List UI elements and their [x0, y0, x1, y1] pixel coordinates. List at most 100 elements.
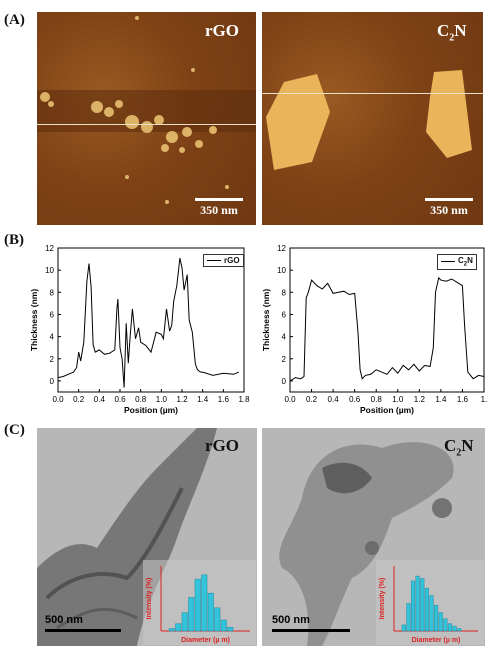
histogram-bar [201, 574, 208, 632]
histogram-bar [424, 588, 429, 632]
x-tick-label: 0.4 [328, 395, 340, 404]
histogram-bar [447, 623, 453, 632]
y-axis-label: Thickness (nm) [29, 289, 39, 352]
x-tick-label: 0.0 [52, 395, 64, 404]
y-tick-label: 4 [50, 333, 55, 342]
histogram-bar [227, 627, 234, 632]
inset-x-label: Diameter (µ m) [181, 637, 230, 644]
histogram-bar [181, 612, 188, 632]
histogram-bar [401, 624, 406, 632]
tem-image-rgo: rGO 500 nm Diameter (µ m) Intensity (%) [37, 428, 257, 646]
x-tick-label: 1.0 [156, 395, 168, 404]
y-tick-label: 2 [282, 355, 287, 364]
x-tick-label: 1.6 [457, 395, 469, 404]
c2n-tem-title: C2N [444, 436, 474, 459]
inset-y-label: Intensity (%) [379, 578, 386, 620]
y-tick-label: 0 [50, 377, 55, 386]
histogram-bar [434, 605, 439, 632]
x-tick-label: 1. [481, 395, 488, 404]
afm-image-c2n: C2N 350 nm [262, 12, 483, 225]
y-tick-label: 6 [282, 310, 287, 319]
rgo-tem-scalebar [45, 629, 121, 632]
rgo-histogram: Diameter (µ m) Intensity (%) [146, 566, 250, 644]
x-tick-label: 0.8 [135, 395, 147, 404]
histogram-bar [214, 607, 221, 632]
x-tick-label: 0.8 [371, 395, 383, 404]
y-tick-label: 2 [50, 355, 55, 364]
y-tick-label: 12 [277, 244, 286, 253]
x-tick-label: 0.6 [349, 395, 361, 404]
rgo-tem-scale-label: 500 nm [45, 614, 83, 626]
rgo-tem-flakes [37, 428, 217, 646]
histogram-bar [175, 623, 182, 632]
histogram-bar [194, 578, 201, 632]
x-tick-label: 1.6 [218, 395, 230, 404]
y-tick-label: 12 [45, 244, 54, 253]
rgo-afm-scalebar [195, 198, 243, 201]
x-tick-label: 1.2 [176, 395, 188, 404]
c2n-tem-flakes [279, 442, 454, 646]
x-tick-label: 0.2 [306, 395, 318, 404]
y-tick-label: 6 [50, 310, 55, 319]
y-tick-label: 10 [45, 266, 54, 275]
rgo-thickness-chart: 0 2 4 6 8 10 12 0.0 0.2 0.4 0.6 0.8 1.0 1.2 1.4 1.6 1.8 P… [29, 244, 250, 415]
x-tick-label: 0.2 [73, 395, 85, 404]
y-tick-label: 8 [282, 288, 287, 297]
c2n-profile-line [262, 93, 483, 94]
x-tick-label: 0.4 [94, 395, 106, 404]
c2n-afm-flakes [266, 70, 472, 170]
c2n-tem-scalebar [272, 629, 350, 632]
x-tick-label: 1.4 [435, 395, 447, 404]
y-tick-label: 0 [282, 377, 287, 386]
c2n-afm-title: C2N [437, 21, 467, 44]
y-tick-label: 4 [282, 333, 287, 342]
legend-label: C2N [458, 256, 473, 268]
histogram-bar [220, 619, 227, 632]
histogram-bar [457, 628, 462, 632]
inset-x-label: Diameter (µ m) [412, 637, 461, 644]
legend-line-icon [441, 261, 455, 263]
histogram-bar [415, 575, 420, 632]
rgo-afm-scale-label: 350 nm [200, 203, 238, 217]
c2n-afm-scale-label: 350 nm [430, 203, 468, 217]
c2n-chart-legend: C2N [437, 254, 477, 270]
rgo-chart-legend: rGO [203, 254, 244, 267]
histogram-bar [207, 592, 214, 632]
c2n-histogram: Diameter (µ m) Intensity (%) [379, 566, 478, 644]
y-axis-label: Thickness (nm) [261, 289, 271, 352]
histogram-bar [168, 628, 175, 632]
panel-a-label: (A) [4, 12, 25, 28]
inset-y-label: Intensity (%) [146, 578, 153, 620]
afm-image-rgo: rGO 350 nm [37, 12, 256, 225]
rgo-afm-title: rGO [205, 21, 239, 40]
c2n-afm-scalebar [425, 198, 473, 201]
x-tick-label: 1.4 [197, 395, 209, 404]
histogram-bar [410, 580, 416, 632]
rgo-afm-flakes [37, 16, 256, 204]
histogram-bar [438, 612, 443, 632]
histogram-bar [420, 578, 425, 632]
x-tick-label: 0.0 [284, 395, 296, 404]
thickness-series-line [57, 257, 239, 388]
c2n-thickness-chart: 0 2 4 6 8 10 12 0.0 0.2 0.4 0.6 0.8 1.0 1.2 1.4 1.6 1. Po… [261, 244, 488, 415]
c2n-size-distribution-inset: Diameter (µ m) Intensity (%) [376, 560, 484, 645]
x-tick-label: 1.2 [414, 395, 426, 404]
histogram-bar [452, 625, 457, 632]
c2n-tem-scale-label: 500 nm [272, 614, 310, 626]
y-tick-label: 10 [277, 266, 286, 275]
x-axis-label: Position (µm) [124, 405, 178, 415]
y-tick-label: 8 [50, 288, 55, 297]
panel-c-label: (C) [4, 422, 25, 438]
histogram-bar [406, 603, 411, 632]
histogram-bar [188, 597, 195, 632]
x-tick-label: 1.8 [238, 395, 250, 404]
rgo-size-distribution-inset: Diameter (µ m) Intensity (%) [143, 560, 256, 645]
histogram-bar [443, 618, 448, 632]
x-tick-label: 1.0 [392, 395, 404, 404]
tem-image-c2n: C2N 500 nm Diameter (µ m) Intensity (%) [262, 428, 485, 646]
x-tick-label: 0.6 [114, 395, 126, 404]
plot-frame [289, 247, 485, 393]
x-axis-label: Position (µm) [360, 405, 414, 415]
panel-b-label: (B) [4, 232, 24, 248]
thickness-series-line [289, 276, 485, 382]
